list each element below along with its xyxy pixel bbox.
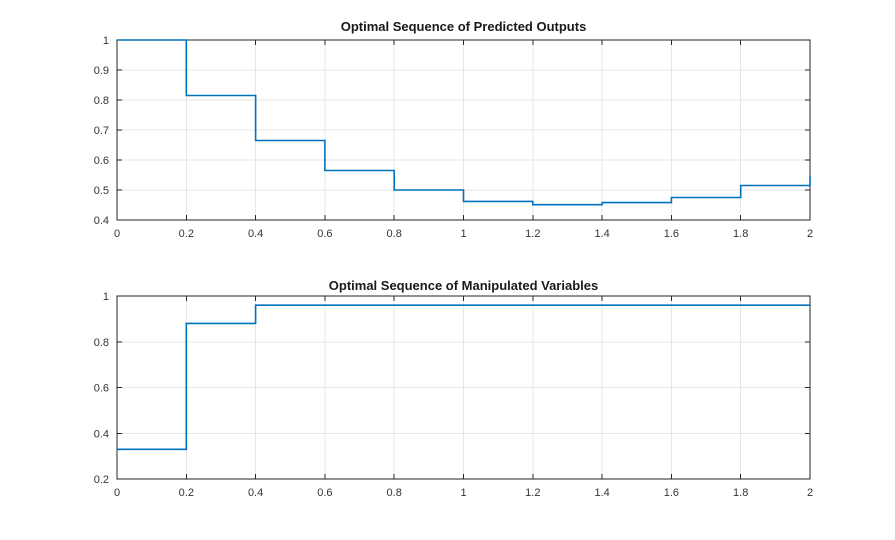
x-tick-label: 0.2 <box>179 487 194 499</box>
y-tick-label: 0.8 <box>94 337 109 349</box>
x-axis-tick-labels: 0 0.2 0.4 0.6 0.8 1 1.2 1.4 1.6 1.8 2 <box>114 228 813 240</box>
y-tick-label: 0.6 <box>94 383 109 395</box>
x-tick-label: 1.2 <box>525 228 540 240</box>
x-tick-label: 1.4 <box>594 487 609 499</box>
x-tick-label: 1 <box>460 487 466 499</box>
x-tick-label: 0 <box>114 228 120 240</box>
tick-marks <box>116 295 811 480</box>
series-line-1 <box>117 304 810 451</box>
chart-title-manipulated-variables: Optimal Sequence of Manipulated Variable… <box>328 278 599 293</box>
subplot-0: 0 0.2 0.4 0.6 0.8 1 1.2 1.4 1.6 1.8 20.40.50.60.70… <box>94 35 813 240</box>
y-tick-label: 0.2 <box>94 474 109 486</box>
x-axis-tick-labels: 0 0.2 0.4 0.6 0.8 1 1.2 1.4 1.6 1.8 2 <box>114 487 813 499</box>
y-tick-label: 0.4 <box>94 215 109 227</box>
y-tick-label: 1 <box>103 35 109 47</box>
x-tick-label: 2 <box>807 487 813 499</box>
x-tick-label: 1 <box>460 228 466 240</box>
x-tick-label: 1.6 <box>664 228 679 240</box>
y-axis-tick-labels: 0.2 0.4 0.6 0.8 1 <box>94 291 109 486</box>
y-tick-label: 1 <box>103 291 109 303</box>
x-tick-label: 0.8 <box>387 487 402 499</box>
x-tick-label: 2 <box>807 228 813 240</box>
x-tick-label: 0.4 <box>248 487 263 499</box>
x-tick-label: 0 <box>114 487 120 499</box>
subplot-1: 0 0.2 0.4 0.6 0.8 1 1.2 1.4 1.6 1.8 2 0.2 0.4 0.6 0.8 1 <box>94 291 813 499</box>
x-tick-label: 0.8 <box>387 228 402 240</box>
x-tick-label: 1.8 <box>733 487 748 499</box>
x-tick-label: 1.4 <box>594 228 609 240</box>
x-tick-label: 0.6 <box>317 487 332 499</box>
y-axis-tick-labels: 0.4 0.5 0.6 0.7 0.8 0.9 1 <box>94 35 109 227</box>
y-tick-label: 0.5 <box>94 185 109 197</box>
y-tick-label: 0.6 <box>94 155 109 167</box>
y-tick-label: 0.8 <box>94 95 109 107</box>
x-tick-label: 1.2 <box>525 487 540 499</box>
x-tick-label: 0.2 <box>179 228 194 240</box>
x-tick-label: 0.6 <box>317 228 332 240</box>
y-tick-label: 0.7 <box>94 125 109 137</box>
tick-marks <box>116 39 811 221</box>
series-line-0 <box>117 39 811 206</box>
x-tick-label: 1.8 <box>733 228 748 240</box>
x-tick-label: 1.6 <box>664 487 679 499</box>
y-tick-label: 0.4 <box>94 428 109 440</box>
y-tick-label: 0.9 <box>94 65 109 77</box>
chart-title-predicted-outputs: Optimal Sequence of Predicted Outputs <box>340 19 587 34</box>
x-tick-label: 0.4 <box>248 228 263 240</box>
